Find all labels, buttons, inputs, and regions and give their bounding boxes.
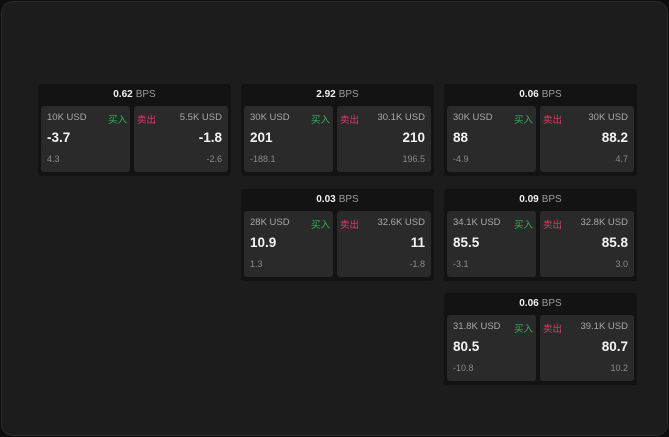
ask-price: 88.2 xyxy=(601,130,628,145)
sell-panel[interactable]: 卖出 30K USD 88.2 4.7 xyxy=(540,106,634,172)
quote-card: 0.06 BPS 30K USD 买入 88 -4.9 卖出 30K USD 88… xyxy=(444,84,637,176)
ask-size: 32.8K USD xyxy=(580,217,628,228)
sell-panel[interactable]: 卖出 32.6K USD 11 -1.8 xyxy=(337,211,431,277)
ask-size: 5.5K USD xyxy=(179,112,222,123)
ask-price: -1.8 xyxy=(198,130,222,145)
spread-value: 2.92 xyxy=(316,89,336,100)
bid-size: 34.1K USD xyxy=(453,217,501,228)
quote-card: 0.09 BPS 34.1K USD 买入 85.5 -3.1 卖出 32.8K … xyxy=(444,189,637,281)
sell-label: 卖出 xyxy=(340,115,360,126)
ask-price: 11 xyxy=(410,235,425,250)
buy-label: 买入 xyxy=(107,115,127,126)
spread-unit: BPS xyxy=(541,298,562,309)
spread-value: 0.62 xyxy=(113,89,133,100)
sell-label: 卖出 xyxy=(543,324,563,335)
spread-unit: BPS xyxy=(338,89,359,100)
spread-header: 0.09 BPS xyxy=(444,189,637,210)
spread-value: 0.09 xyxy=(519,194,539,205)
sell-label: 卖出 xyxy=(340,220,360,231)
spread-header: 0.62 BPS xyxy=(38,84,231,105)
sell-panel[interactable]: 卖出 32.8K USD 85.8 3.0 xyxy=(540,211,634,277)
buy-label: 买入 xyxy=(310,115,330,126)
ask-change: 196.5 xyxy=(402,154,425,164)
bid-size: 28K USD xyxy=(250,217,290,228)
bid-price: 201 xyxy=(250,130,273,145)
ask-size: 30.1K USD xyxy=(377,112,425,123)
buy-label: 买入 xyxy=(513,324,533,335)
bid-size: 30K USD xyxy=(250,112,290,123)
bid-price: 80.5 xyxy=(453,339,480,354)
buy-label: 买入 xyxy=(513,220,533,231)
spread-header: 0.06 BPS xyxy=(444,84,637,105)
buy-panel[interactable]: 10K USD 买入 -3.7 4.3 xyxy=(41,106,130,172)
quote-card: 0.06 BPS 31.8K USD 买入 80.5 -10.8 卖出 39.1K… xyxy=(444,293,637,385)
spread-unit: BPS xyxy=(541,89,562,100)
ask-price: 85.8 xyxy=(601,235,628,250)
ask-change: -2.6 xyxy=(206,154,222,164)
ask-size: 30K USD xyxy=(588,112,628,123)
sell-label: 卖出 xyxy=(137,115,157,126)
spread-header: 0.03 BPS xyxy=(241,189,434,210)
buy-panel[interactable]: 31.8K USD 买入 80.5 -10.8 xyxy=(447,315,536,381)
bid-change: 1.3 xyxy=(250,259,263,269)
bid-change: -188.1 xyxy=(250,154,276,164)
bid-price: 88 xyxy=(453,130,469,145)
buy-panel[interactable]: 30K USD 买入 201 -188.1 xyxy=(244,106,333,172)
ask-change: -1.8 xyxy=(409,259,425,269)
ask-change: 10.2 xyxy=(610,363,628,373)
sell-label: 卖出 xyxy=(543,115,563,126)
buy-panel[interactable]: 34.1K USD 买入 85.5 -3.1 xyxy=(447,211,536,277)
spread-header: 0.06 BPS xyxy=(444,293,637,314)
ask-price: 210 xyxy=(402,130,425,145)
buy-label: 买入 xyxy=(513,115,533,126)
sell-panel[interactable]: 卖出 39.1K USD 80.7 10.2 xyxy=(540,315,634,381)
ask-size: 39.1K USD xyxy=(580,321,628,332)
quote-card: 0.62 BPS 10K USD 买入 -3.7 4.3 卖出 5.5K USD … xyxy=(38,84,231,176)
spread-unit: BPS xyxy=(135,89,156,100)
ask-change: 4.7 xyxy=(615,154,628,164)
bid-size: 10K USD xyxy=(47,112,87,123)
bid-change: 4.3 xyxy=(47,154,60,164)
bid-size: 30K USD xyxy=(453,112,493,123)
bid-change: -10.8 xyxy=(453,363,474,373)
spread-value: 0.06 xyxy=(519,89,539,100)
ask-change: 3.0 xyxy=(615,259,628,269)
sell-label: 卖出 xyxy=(543,220,563,231)
bid-change: -3.1 xyxy=(453,259,469,269)
buy-panel[interactable]: 30K USD 买入 88 -4.9 xyxy=(447,106,536,172)
bid-change: -4.9 xyxy=(453,154,469,164)
ask-size: 32.6K USD xyxy=(377,217,425,228)
buy-label: 买入 xyxy=(310,220,330,231)
spread-value: 0.06 xyxy=(519,298,539,309)
bid-size: 31.8K USD xyxy=(453,321,501,332)
buy-panel[interactable]: 28K USD 买入 10.9 1.3 xyxy=(244,211,333,277)
spread-unit: BPS xyxy=(541,194,562,205)
quote-card: 2.92 BPS 30K USD 买入 201 -188.1 卖出 30.1K U… xyxy=(241,84,434,176)
spread-unit: BPS xyxy=(338,194,359,205)
sell-panel[interactable]: 卖出 5.5K USD -1.8 -2.6 xyxy=(134,106,228,172)
spread-header: 2.92 BPS xyxy=(241,84,434,105)
sell-panel[interactable]: 卖出 30.1K USD 210 196.5 xyxy=(337,106,431,172)
spread-value: 0.03 xyxy=(316,194,336,205)
bid-price: -3.7 xyxy=(47,130,71,145)
bid-price: 10.9 xyxy=(250,235,277,250)
quote-card: 0.03 BPS 28K USD 买入 10.9 1.3 卖出 32.6K USD… xyxy=(241,189,434,281)
ask-price: 80.7 xyxy=(601,339,628,354)
bid-price: 85.5 xyxy=(453,235,480,250)
